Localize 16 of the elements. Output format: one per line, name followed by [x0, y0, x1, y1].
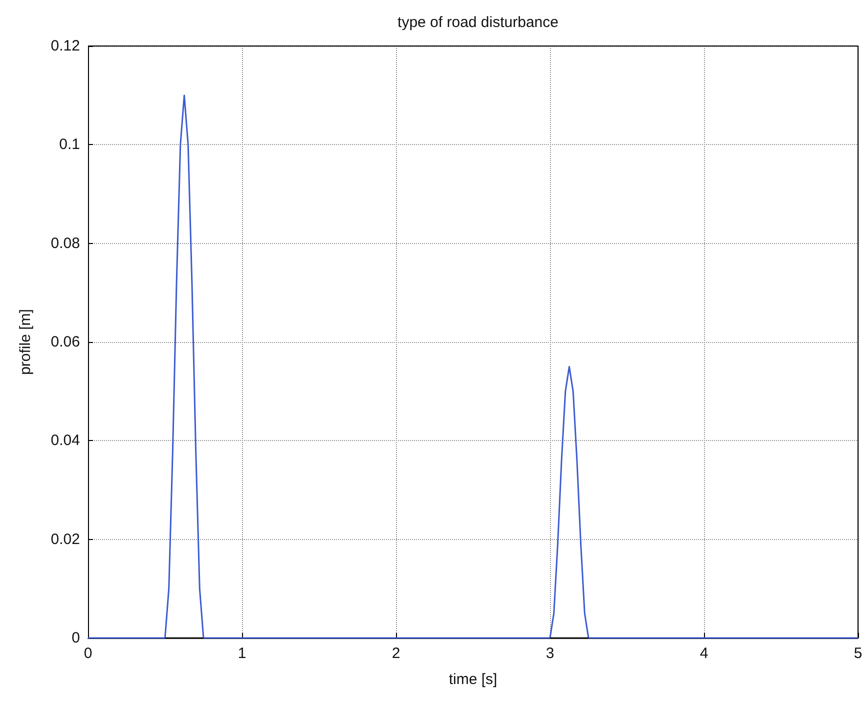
y-tick-label: 0.1 [59, 136, 80, 154]
x-tick-label: 0 [84, 645, 92, 662]
x-tick-label: 5 [854, 645, 862, 662]
y-tick-label: 0.04 [50, 432, 80, 450]
y-tick-label: 0.02 [50, 530, 80, 548]
x-tick-label: 3 [546, 645, 554, 662]
y-axis-title: profile [m] [17, 309, 34, 375]
x-tick-label: 4 [700, 645, 708, 662]
y-tick-label: 0 [72, 630, 80, 646]
y-tick-label: 0.06 [50, 334, 80, 350]
x-tick-label: 1 [238, 645, 246, 662]
y-tick-label: 0.12 [50, 38, 80, 54]
chart-title: type of road disturbance [398, 14, 558, 31]
x-tick-label: 2 [392, 645, 400, 662]
x-axis-title: time [s] [448, 671, 498, 688]
y-tick-label: 0.08 [50, 234, 80, 252]
